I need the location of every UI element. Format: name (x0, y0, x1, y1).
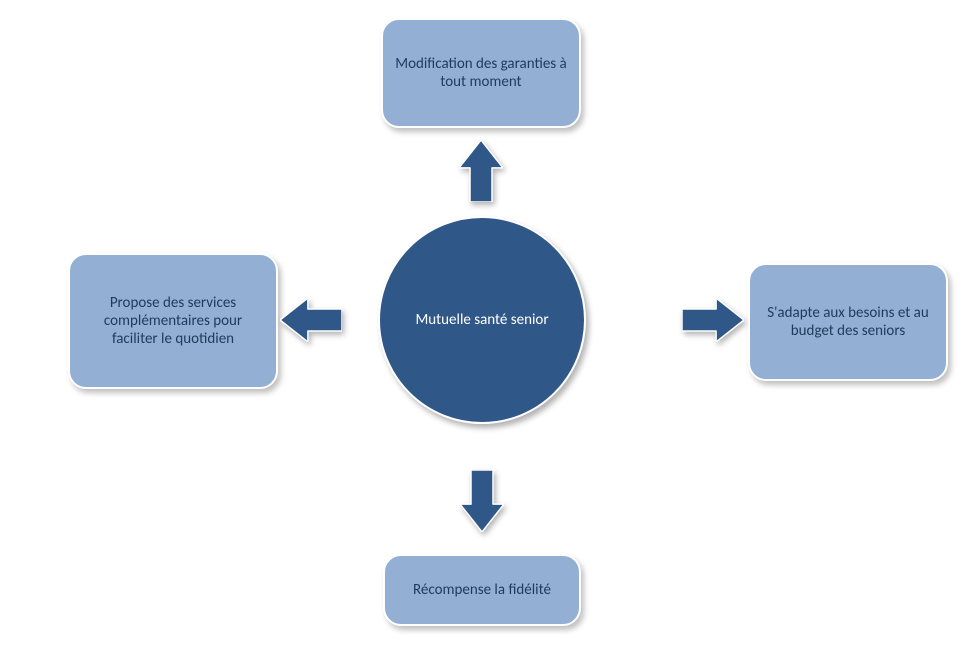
center-node-label: Mutuelle santé senior (415, 311, 548, 329)
arrow-up-icon (459, 140, 503, 202)
box-bottom: Récompense la fidélité (383, 554, 581, 626)
box-left-label: Propose des services complémentaires pou… (82, 294, 264, 348)
box-right: S'adapte aux besoins et au budget des se… (748, 263, 948, 381)
box-bottom-label: Récompense la fidélité (413, 581, 551, 599)
box-top-label: Modification des garanties à tout moment (395, 55, 567, 91)
box-right-label: S'adapte aux besoins et au budget des se… (762, 304, 934, 340)
center-node: Mutuelle santé senior (378, 216, 586, 424)
box-left: Propose des services complémentaires pou… (68, 253, 278, 389)
box-top: Modification des garanties à tout moment (381, 18, 581, 128)
arrow-right-icon (682, 298, 744, 342)
arrow-left-icon (280, 298, 342, 342)
arrow-down-icon (460, 470, 504, 532)
